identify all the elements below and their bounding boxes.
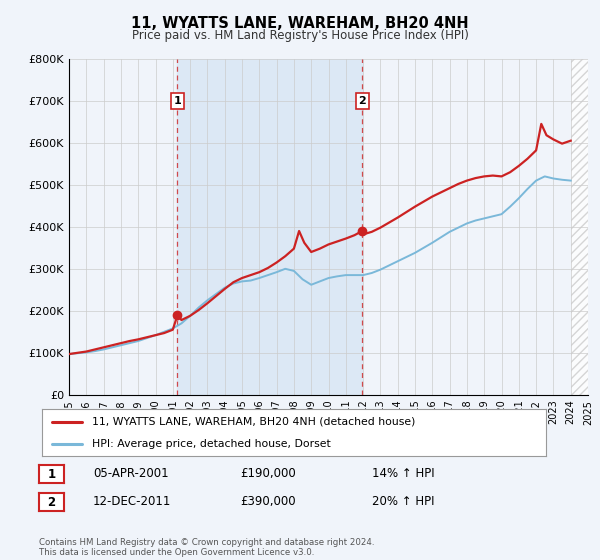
Text: 1: 1 (173, 96, 181, 106)
Text: HPI: Average price, detached house, Dorset: HPI: Average price, detached house, Dors… (92, 438, 331, 449)
Text: 11, WYATTS LANE, WAREHAM, BH20 4NH: 11, WYATTS LANE, WAREHAM, BH20 4NH (131, 16, 469, 31)
Text: 2: 2 (47, 496, 56, 509)
Text: 2: 2 (358, 96, 366, 106)
Text: Price paid vs. HM Land Registry's House Price Index (HPI): Price paid vs. HM Land Registry's House … (131, 29, 469, 42)
Text: 20% ↑ HPI: 20% ↑ HPI (372, 494, 434, 508)
Text: 14% ↑ HPI: 14% ↑ HPI (372, 466, 434, 480)
Text: 1: 1 (47, 468, 56, 481)
Text: £390,000: £390,000 (240, 494, 296, 508)
Text: £190,000: £190,000 (240, 466, 296, 480)
Text: 12-DEC-2011: 12-DEC-2011 (93, 494, 172, 508)
Text: 11, WYATTS LANE, WAREHAM, BH20 4NH (detached house): 11, WYATTS LANE, WAREHAM, BH20 4NH (deta… (92, 417, 416, 427)
Text: 05-APR-2001: 05-APR-2001 (93, 466, 169, 480)
Text: Contains HM Land Registry data © Crown copyright and database right 2024.
This d: Contains HM Land Registry data © Crown c… (39, 538, 374, 557)
Bar (178, 59, 362, 395)
